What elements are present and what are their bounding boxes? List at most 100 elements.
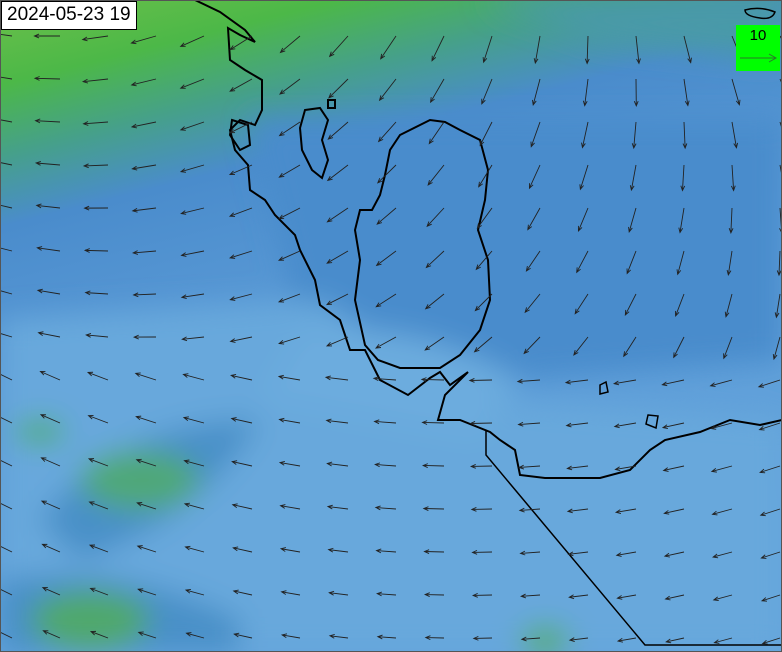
wind-arrow: [565, 422, 589, 428]
wind-arrow: [613, 422, 637, 429]
wind-arrow: [41, 543, 61, 553]
wind-arrow: [624, 293, 637, 316]
wind-arrow: [471, 549, 493, 555]
wind-arrow: [713, 637, 733, 644]
wind-arrow: [517, 421, 541, 427]
wind-arrow: [476, 207, 493, 229]
wind-arrow: [87, 414, 109, 424]
wind-arrow: [0, 290, 13, 295]
wind-arrow: [134, 372, 157, 381]
wind-arrow: [469, 421, 493, 426]
wind-arrow: [482, 35, 493, 64]
wind-arrow: [328, 78, 349, 99]
wind-arrow: [36, 246, 61, 252]
wind-arrow: [182, 416, 205, 424]
wind-arrow: [682, 121, 688, 150]
wind-arrow: [628, 207, 637, 233]
wind-arrow: [758, 422, 781, 431]
wind-arrow: [612, 379, 637, 386]
wind-arrow: [662, 465, 685, 472]
wind-arrow: [709, 379, 733, 387]
wind-arrow: [231, 503, 253, 510]
wind-arrow: [731, 78, 741, 106]
wind-arrow: [277, 250, 301, 261]
wind-arrow: [481, 78, 493, 105]
wind-arrow: [524, 293, 541, 314]
wind-arrow: [179, 78, 205, 89]
wind-arrow: [277, 374, 301, 381]
wind-arrow: [665, 637, 685, 644]
wind-arrow: [229, 293, 253, 301]
wind-arrow: [421, 420, 445, 425]
wind-arrow: [325, 418, 349, 424]
wind-arrow: [277, 293, 301, 303]
wind-arrow: [661, 379, 685, 387]
wind-arrow: [674, 293, 685, 318]
wind-arrow: [614, 465, 637, 472]
wind-arrow: [683, 78, 690, 107]
wind-arrow: [582, 78, 589, 107]
wind-arrow: [663, 508, 685, 515]
wind-arrow: [428, 121, 445, 145]
wind-arrow: [375, 548, 397, 554]
wind-arrow: [326, 207, 349, 223]
wind-arrow: [584, 35, 590, 65]
wind-arrow: [137, 588, 157, 596]
wind-arrow: [374, 462, 397, 468]
wind-arrow: [623, 336, 637, 358]
wind-arrow: [518, 464, 541, 470]
wind-arrow: [33, 33, 61, 39]
wind-arrow: [579, 164, 589, 191]
wind-arrow: [185, 632, 205, 639]
wind-arrow: [229, 250, 253, 259]
wind-arrow: [83, 205, 109, 211]
wind-arrow: [136, 502, 157, 510]
wind-arrow: [0, 119, 13, 123]
wind-arrow: [525, 250, 541, 272]
wind-arrow: [279, 547, 301, 553]
wind-arrow: [728, 207, 734, 234]
wind-arrow: [577, 207, 589, 232]
wind-arrow: [373, 419, 397, 425]
wind-arrow: [761, 637, 781, 645]
wind-arrow: [760, 594, 781, 602]
wind-arrow: [184, 588, 205, 596]
wind-arrows: [0, 33, 782, 645]
wind-arrow: [615, 551, 637, 557]
wind-arrow: [326, 461, 349, 467]
wind-arrow: [278, 460, 301, 467]
wind-arrow: [39, 414, 61, 424]
wind-arrow: [377, 121, 397, 143]
wind-arrow: [181, 336, 205, 342]
wind-arrow: [473, 336, 493, 353]
wind-arrow: [574, 293, 589, 315]
wind-arrow: [633, 78, 639, 107]
wind-arrow: [712, 594, 733, 602]
wind-arrow: [132, 250, 157, 255]
wind-arrow: [36, 288, 61, 295]
coastline: [194, 0, 782, 646]
wind-arrow: [779, 164, 782, 187]
wind-arrow: [327, 121, 349, 140]
wind-arrow: [183, 459, 205, 467]
wind-arrow: [325, 293, 349, 306]
wind-arrow: [233, 632, 253, 639]
wind-arrow: [576, 250, 589, 274]
wind-arrow: [278, 207, 301, 220]
wind-arrow: [710, 422, 733, 430]
wind-arrow: [278, 164, 301, 178]
wind-arrow: [664, 594, 685, 601]
wind-arrow: [683, 35, 692, 64]
wind-arrow: [475, 250, 493, 271]
wind-arrow: [130, 78, 157, 87]
wind-arrow: [328, 35, 349, 58]
wind-arrow: [86, 371, 109, 381]
wind-arrow: [228, 164, 253, 175]
wind-arrow: [89, 630, 109, 639]
wind-arrow: [616, 594, 637, 600]
wind-arrow: [42, 630, 61, 639]
wind-arrow: [520, 593, 541, 599]
wind-arrow: [380, 35, 397, 60]
wind-arrow: [326, 164, 349, 182]
